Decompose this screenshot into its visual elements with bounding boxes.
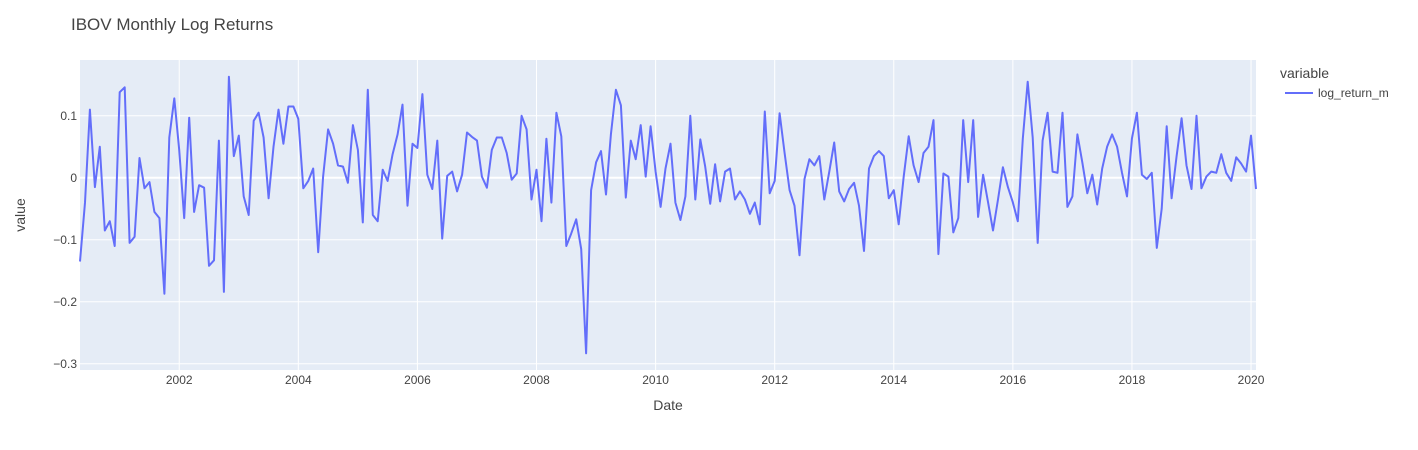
x-gridlines: [178, 60, 1252, 370]
x-tick-label: 2018: [1119, 373, 1146, 387]
legend-title: variable: [1280, 65, 1329, 81]
x-tick-label: 2002: [166, 373, 193, 387]
x-tick-label: 2006: [404, 373, 431, 387]
y-tick-label: −0.3: [53, 357, 77, 371]
y-tick-label: −0.1: [53, 233, 77, 247]
series-line-log-return-m: [79, 75, 1257, 355]
x-tick-labels: 2002 2004 2006 2008 2010 2012 2014 2016 2018 2020: [166, 373, 1265, 387]
x-tick-label: 2004: [285, 373, 312, 387]
chart-title: IBOV Monthly Log Returns: [71, 15, 273, 34]
y-tick-label: 0.1: [60, 109, 77, 123]
legend: variable log_return_m: [1280, 65, 1389, 100]
x-tick-label: 2008: [523, 373, 550, 387]
series-layer: [79, 75, 1257, 355]
plot-area: [80, 60, 1256, 370]
x-tick-label: 2012: [761, 373, 788, 387]
y-axis-title: value: [12, 198, 28, 232]
x-tick-label: 2020: [1238, 373, 1265, 387]
legend-item-log-return-m[interactable]: log_return_m: [1285, 86, 1389, 100]
y-tick-label: −0.2: [53, 295, 77, 309]
x-tick-label: 2010: [642, 373, 669, 387]
y-gridlines: [80, 115, 1256, 365]
x-tick-label: 2014: [880, 373, 907, 387]
y-tick-labels: 0.1 0 −0.1 −0.2 −0.3: [53, 109, 77, 371]
legend-label: log_return_m: [1318, 86, 1389, 100]
y-tick-label: 0: [70, 171, 77, 185]
x-tick-label: 2016: [1000, 373, 1027, 387]
x-axis-title: Date: [653, 397, 683, 413]
